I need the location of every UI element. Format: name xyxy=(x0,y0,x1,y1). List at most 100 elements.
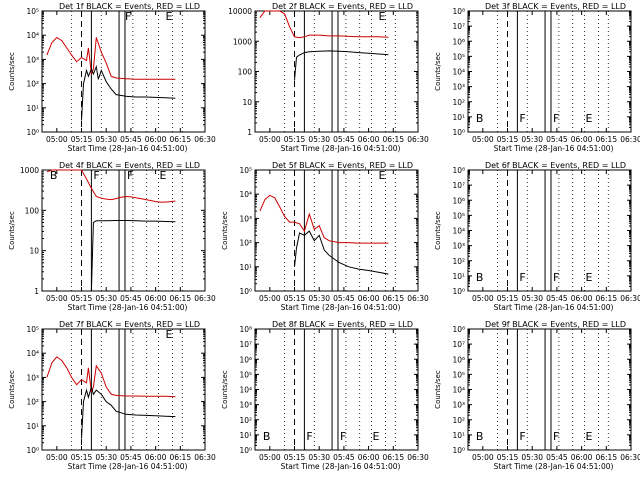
annotation-letter: B xyxy=(476,430,484,443)
annotation-letter: F xyxy=(93,169,99,182)
y-tick-label: 10¹ xyxy=(452,272,465,281)
x-tick-label: 05:30 xyxy=(521,453,543,462)
y-tick-label: 10⁶ xyxy=(452,37,465,46)
y-tick-label: 1 xyxy=(34,287,39,296)
x-tick-label: 06:00 xyxy=(145,453,167,462)
annotation-letter: E xyxy=(165,10,172,23)
lld-rate-line xyxy=(259,10,389,39)
y-tick-label: 1000 xyxy=(20,166,39,175)
y-tick-label: 10⁵ xyxy=(26,7,39,16)
chart-title: Det 8f BLACK = Events, RED = LLD xyxy=(272,320,413,329)
plot-frame xyxy=(41,10,206,133)
y-tick-label: 10⁵ xyxy=(26,325,39,334)
annotation-letter: F xyxy=(306,430,312,443)
plot-frame xyxy=(254,10,419,133)
y-tick-label: 10⁰ xyxy=(26,446,39,455)
plot-frame xyxy=(467,10,632,133)
y-tick-label: 100 xyxy=(238,68,253,77)
y-axis-label: Counts/sec xyxy=(8,211,16,250)
chart-panel-4: Det 4f BLACK = Events, RED = LLD 1 10 100 10… xyxy=(8,161,216,312)
chart-panel-3: Det 3f BLACK = Events, RED = LLD 10⁰ 10¹ 10… xyxy=(434,2,640,153)
x-axis-label: Start Time (28-Jan-16 04:51:00) xyxy=(68,144,188,153)
y-tick-label: 10⁷ xyxy=(452,340,465,349)
y-tick-label: 10⁵ xyxy=(452,211,465,220)
x-axis-label: Start Time (28-Jan-16 04:51:00) xyxy=(281,462,401,471)
event-rate-line xyxy=(90,220,176,292)
y-tick-label: 10¹ xyxy=(239,431,252,440)
x-tick-label: 05:15 xyxy=(71,453,93,462)
plot-frame xyxy=(467,328,632,451)
x-tick-label: 06:15 xyxy=(169,453,191,462)
y-axis-label: Counts/sec xyxy=(8,52,16,91)
x-tick-label: 05:00 xyxy=(472,294,494,303)
x-axis-label: Start Time (28-Jan-16 04:51:00) xyxy=(494,462,614,471)
x-tick-label: 06:30 xyxy=(407,135,429,144)
annotation-letter: E xyxy=(165,328,172,341)
x-tick-label: 05:00 xyxy=(259,453,281,462)
x-tick-label: 05:30 xyxy=(95,294,117,303)
y-tick-label: 10¹ xyxy=(26,104,39,113)
chart-panel-9: Det 9f BLACK = Events, RED = LLD 10⁰ 10¹ 10… xyxy=(434,320,640,471)
x-tick-label: 05:30 xyxy=(95,453,117,462)
x-tick-label: 06:15 xyxy=(382,453,404,462)
y-tick-label: 10⁵ xyxy=(239,166,252,175)
x-tick-label: 06:30 xyxy=(407,294,429,303)
y-axis-label: Counts/sec xyxy=(434,370,442,409)
annotation-letter: F xyxy=(125,10,131,23)
plot-frame xyxy=(467,169,632,292)
x-tick-label: 05:15 xyxy=(497,135,519,144)
x-tick-label: 06:30 xyxy=(620,453,640,462)
x-tick-label: 05:30 xyxy=(308,294,330,303)
x-tick-label: 05:45 xyxy=(546,453,568,462)
y-tick-label: 10⁰ xyxy=(452,446,465,455)
x-tick-label: 05:45 xyxy=(546,135,568,144)
annotation-letter: B xyxy=(263,430,271,443)
y-axis-label: Counts/sec xyxy=(221,211,229,250)
y-tick-label: 10⁴ xyxy=(452,386,465,395)
annotation-letter: F xyxy=(519,271,525,284)
plot-frame xyxy=(254,169,419,292)
x-tick-label: 05:30 xyxy=(521,135,543,144)
event-rate-line xyxy=(294,230,389,275)
event-rate-line xyxy=(294,50,389,81)
x-tick-label: 06:15 xyxy=(169,294,191,303)
x-tick-label: 06:30 xyxy=(194,453,216,462)
y-axis-label: Counts/sec xyxy=(221,370,229,409)
y-tick-label: 10⁵ xyxy=(239,370,252,379)
x-tick-label: 05:15 xyxy=(497,453,519,462)
annotation-letter: F xyxy=(553,430,559,443)
plot-frame xyxy=(41,328,206,451)
chart-title: Det 6f BLACK = Events, RED = LLD xyxy=(485,161,626,170)
chart-panel-8: Det 8f BLACK = Events, RED = LLD 10⁰ 10¹ 10… xyxy=(221,320,429,471)
x-tick-label: 05:15 xyxy=(284,135,306,144)
annotation-letter: F xyxy=(519,112,525,125)
x-tick-label: 05:00 xyxy=(46,294,68,303)
annotation-letter: F xyxy=(519,430,525,443)
x-tick-label: 06:15 xyxy=(595,294,617,303)
y-tick-label: 10² xyxy=(239,239,252,248)
x-tick-label: 05:00 xyxy=(46,135,68,144)
annotation-letter: F xyxy=(553,271,559,284)
y-tick-label: 10⁸ xyxy=(452,325,465,334)
x-tick-label: 05:45 xyxy=(333,294,355,303)
chart-panel-6: Det 6f BLACK = Events, RED = LLD 10⁰ 10¹ 10… xyxy=(434,161,640,312)
y-tick-label: 10⁰ xyxy=(239,446,252,455)
plot-frame xyxy=(254,328,419,451)
x-tick-label: 06:15 xyxy=(382,135,404,144)
x-tick-label: 06:30 xyxy=(407,453,429,462)
y-tick-label: 10⁷ xyxy=(239,340,252,349)
y-tick-label: 10⁶ xyxy=(452,355,465,364)
x-axis-label: Start Time (28-Jan-16 04:51:00) xyxy=(281,303,401,312)
y-tick-label: 10³ xyxy=(452,242,465,251)
x-tick-label: 06:30 xyxy=(194,294,216,303)
x-tick-label: 05:30 xyxy=(308,135,330,144)
y-tick-label: 10² xyxy=(239,416,252,425)
y-tick-label: 10⁰ xyxy=(452,128,465,137)
x-tick-label: 06:30 xyxy=(620,294,640,303)
y-tick-label: 10⁸ xyxy=(239,325,252,334)
plot-frame xyxy=(41,169,206,292)
x-axis-label: Start Time (28-Jan-16 04:51:00) xyxy=(68,462,188,471)
y-tick-label: 10² xyxy=(26,80,39,89)
x-tick-label: 05:45 xyxy=(120,453,142,462)
